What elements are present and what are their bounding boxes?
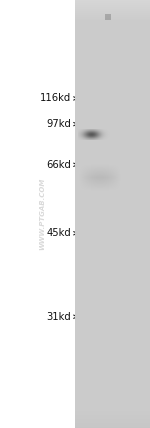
Text: 116kd: 116kd xyxy=(40,93,71,104)
Text: 66kd: 66kd xyxy=(46,160,71,170)
Text: 31kd: 31kd xyxy=(46,312,71,322)
Text: 45kd: 45kd xyxy=(46,228,71,238)
Text: WWW.PTGAB.COM: WWW.PTGAB.COM xyxy=(39,178,45,250)
Text: 97kd: 97kd xyxy=(46,119,71,129)
